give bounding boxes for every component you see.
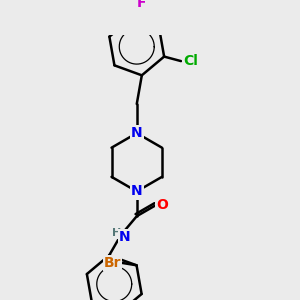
- Text: Br: Br: [104, 256, 121, 270]
- Text: F: F: [136, 0, 146, 10]
- Text: N: N: [131, 126, 142, 140]
- Text: H: H: [112, 228, 122, 238]
- Text: N: N: [131, 184, 142, 198]
- Text: Cl: Cl: [183, 54, 198, 68]
- Text: N: N: [119, 230, 130, 244]
- Text: O: O: [156, 198, 168, 212]
